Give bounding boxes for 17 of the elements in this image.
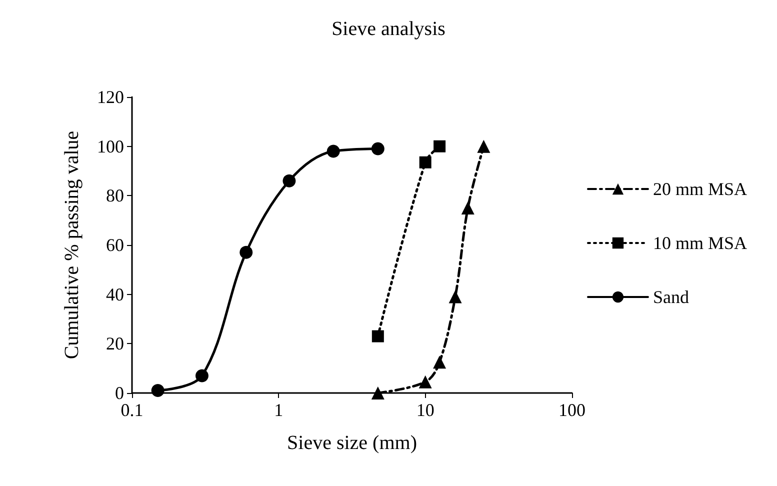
legend-label: 20 mm MSA — [652, 179, 748, 199]
legend-label: Sand — [652, 287, 689, 307]
y-tick-label: 40 — [106, 284, 124, 304]
chart-title: Sieve analysis — [332, 18, 446, 40]
x-tick-label: 0.1 — [120, 400, 144, 420]
x-tick-label: 1 — [274, 400, 284, 420]
x-axis-title: Sieve size (mm) — [287, 432, 417, 454]
y-tick-label: 20 — [106, 334, 124, 354]
x-tick-label: 100 — [558, 400, 586, 420]
y-tick-label: 60 — [106, 235, 124, 255]
y-tick-label: 120 — [97, 87, 124, 107]
y-tick-label: 100 — [97, 136, 124, 156]
y-axis-title: Cumulative % passing value — [61, 130, 83, 360]
x-tick-label: 10 — [416, 400, 434, 420]
y-tick-label: 0 — [115, 383, 124, 403]
legend-label: 10 mm MSA — [652, 233, 748, 253]
y-tick-label: 80 — [106, 186, 124, 206]
